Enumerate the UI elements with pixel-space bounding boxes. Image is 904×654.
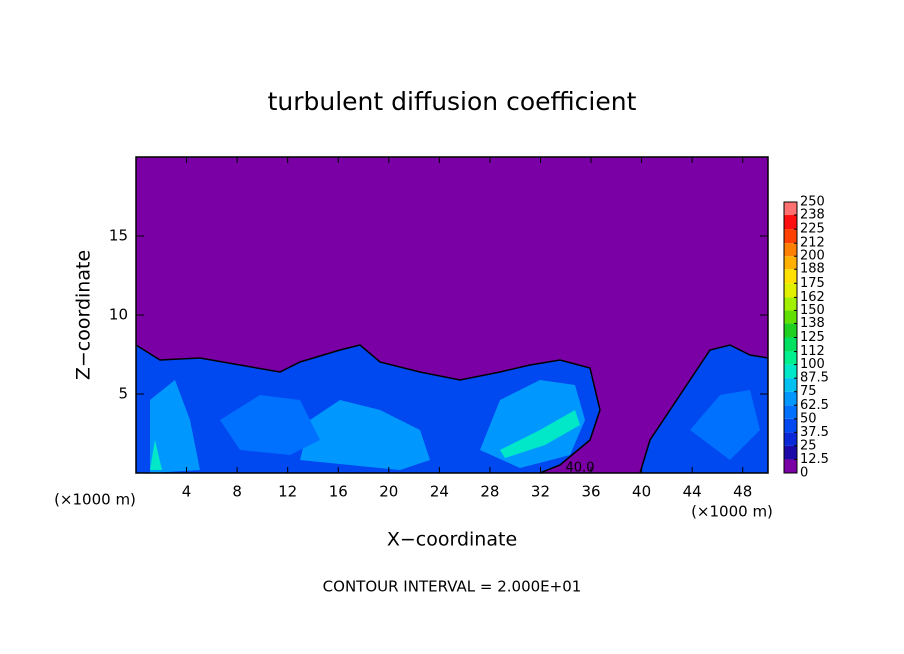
colorbar-label: 212: [800, 236, 825, 251]
colorbar-band: [784, 364, 797, 379]
colorbar-band: [784, 391, 797, 406]
field-shading: [150, 380, 585, 473]
colorbar-band: [784, 432, 797, 446]
colorbar-band: [784, 459, 797, 473]
colorbar-band: [784, 215, 797, 230]
colorbar-band: [784, 269, 797, 284]
colorbar-label: 0: [800, 466, 808, 481]
x-tick-label: 8: [232, 483, 242, 501]
colorbar-band: [784, 229, 797, 244]
colorbar-label: 225: [800, 222, 825, 237]
x-tick-label: 32: [531, 483, 550, 501]
colorbar-label: 188: [800, 262, 825, 277]
colorbar-label: 37.5: [800, 425, 829, 440]
colorbar-band: [784, 243, 797, 257]
x-tick-label: 12: [278, 483, 297, 501]
colorbar-label: 75: [800, 384, 817, 399]
chart-title: turbulent diffusion coefficient: [268, 87, 637, 116]
colorbar-band: [784, 310, 797, 324]
x-tick-label: 28: [480, 483, 499, 501]
colorbar-label: 125: [800, 330, 825, 345]
colorbar-label: 200: [800, 249, 825, 264]
contour-label: 40.0: [566, 461, 595, 476]
footer-note: CONTOUR INTERVAL = 2.000E+01: [323, 578, 582, 596]
x-tick-label: 24: [430, 483, 449, 501]
colorbar-label: 150: [800, 303, 825, 318]
colorbar-band: [784, 445, 797, 460]
x-tick-label: 36: [581, 483, 600, 501]
colorbar-band: [784, 297, 797, 311]
x-tick-label: 4: [182, 483, 192, 501]
colorbar-label: 138: [800, 316, 825, 331]
colorbar-band: [784, 405, 797, 419]
colorbar-label: 25: [800, 438, 817, 453]
colorbar-label: 62.5: [800, 398, 829, 413]
y-tick-label: 5: [118, 385, 128, 403]
colorbar-band: [784, 337, 797, 352]
colorbar-label: 250: [800, 195, 825, 210]
x-axis-label: X−coordinate: [387, 529, 517, 551]
x-unit: (×1000 m): [54, 491, 136, 509]
y-tick-label: 15: [109, 227, 128, 245]
field-shading: [220, 390, 760, 460]
contour-line: [135, 344, 769, 474]
colorbar-band: [784, 283, 797, 298]
x-tick-label: 48: [733, 483, 752, 501]
colorbar-label: 50: [800, 411, 817, 426]
y-tick-label: 10: [109, 306, 128, 324]
x-unit: (×1000 m): [691, 503, 773, 521]
colorbar-band: [784, 202, 797, 216]
x-tick-label: 16: [329, 483, 348, 501]
colorbar-label: 100: [800, 357, 825, 372]
colorbar-band: [784, 418, 797, 433]
x-tick-label: 44: [683, 483, 702, 501]
colorbar-band: [784, 351, 797, 365]
x-tick-label: 20: [379, 483, 398, 501]
colorbar-label: 175: [800, 276, 825, 291]
field: [135, 157, 769, 474]
colorbar-label: 12.5: [800, 452, 829, 467]
colorbar-band: [784, 378, 797, 392]
colorbar-label: 112: [800, 344, 825, 359]
colorbar-label: 87.5: [800, 371, 829, 386]
x-tick-label: 40: [632, 483, 651, 501]
colorbar-label: 238: [800, 208, 825, 223]
colorbar-band: [784, 256, 797, 270]
colorbar-label: 162: [800, 290, 825, 305]
y-axis-label: Z−coordinate: [73, 250, 95, 380]
colorbar-band: [784, 323, 797, 338]
